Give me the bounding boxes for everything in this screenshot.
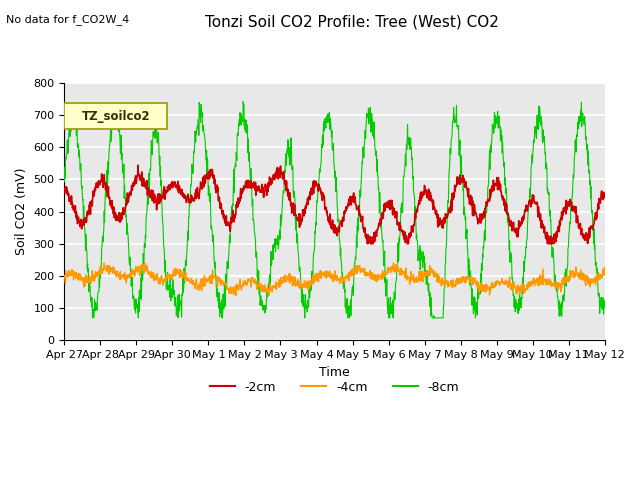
Legend: -2cm, -4cm, -8cm: -2cm, -4cm, -8cm — [205, 376, 465, 399]
FancyBboxPatch shape — [65, 103, 167, 129]
X-axis label: Time: Time — [319, 366, 350, 379]
Y-axis label: Soil CO2 (mV): Soil CO2 (mV) — [15, 168, 28, 255]
Text: TZ_soilco2: TZ_soilco2 — [81, 109, 150, 122]
Text: Tonzi Soil CO2 Profile: Tree (West) CO2: Tonzi Soil CO2 Profile: Tree (West) CO2 — [205, 14, 499, 29]
Text: No data for f_CO2W_4: No data for f_CO2W_4 — [6, 14, 130, 25]
